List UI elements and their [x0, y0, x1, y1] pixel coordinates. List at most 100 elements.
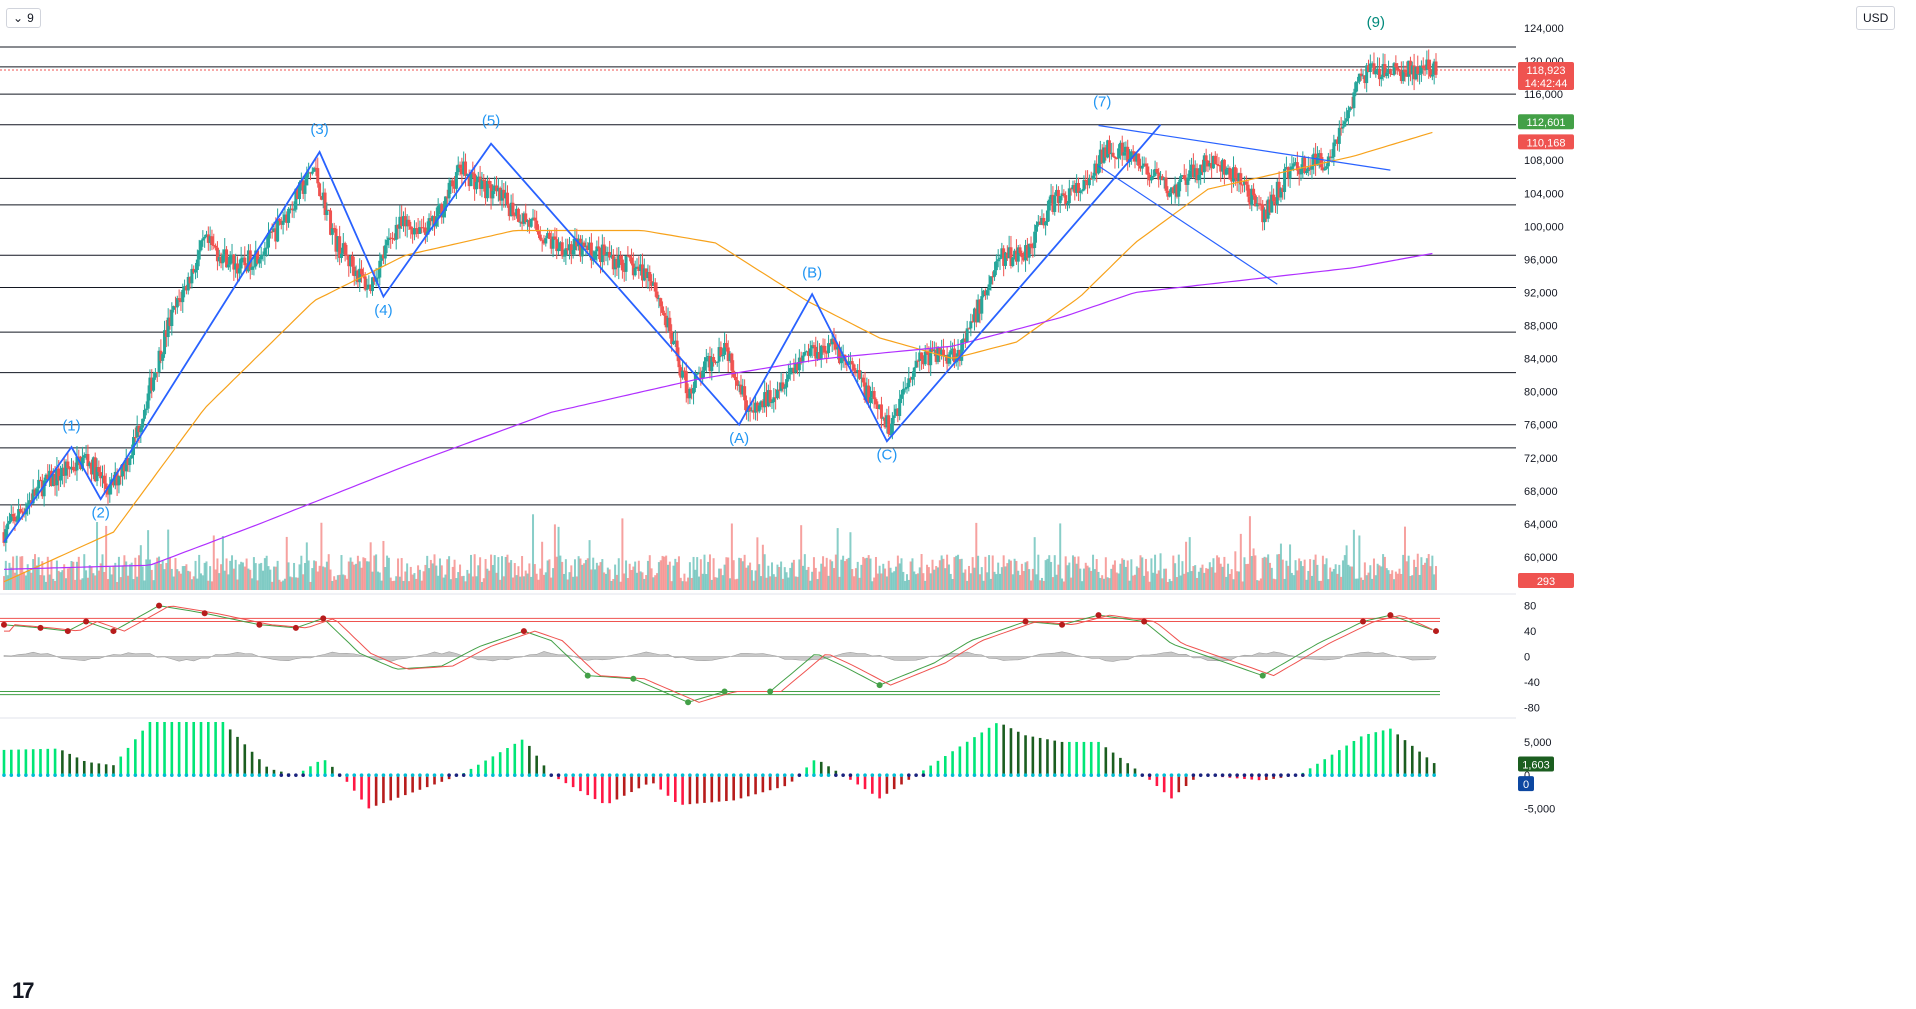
- price-tick-label: 88,000: [1524, 321, 1558, 333]
- candle-body: [786, 374, 790, 380]
- interval-selector[interactable]: ⌄ 9: [6, 8, 41, 28]
- candle-body: [387, 237, 391, 240]
- candle-body: [664, 315, 668, 328]
- candle-body: [64, 461, 68, 476]
- volume-bar: [765, 577, 768, 590]
- price-badge: [1518, 134, 1574, 150]
- volume-bar: [1051, 577, 1054, 590]
- volume-bar: [1320, 580, 1323, 590]
- macd-zero-dot: [250, 773, 254, 777]
- volume-bar: [484, 559, 487, 590]
- volume-bar: [1267, 554, 1270, 590]
- candle-body: [1157, 172, 1161, 180]
- candle-body: [812, 345, 816, 347]
- macd-zero-dot: [53, 773, 57, 777]
- price-tick-label: 64,000: [1524, 519, 1558, 531]
- volume-bar: [1024, 562, 1027, 590]
- volume-bar: [23, 571, 26, 590]
- volume-bar: [12, 556, 15, 590]
- stochastic-panel[interactable]: [0, 593, 1516, 706]
- macd-zero-dot: [323, 773, 327, 777]
- volume-bar: [139, 545, 142, 590]
- volume-bar: [977, 555, 980, 590]
- candle-body: [493, 185, 497, 191]
- volume-bar: [43, 575, 46, 590]
- volume-bar: [366, 561, 369, 590]
- price-panel[interactable]: (1)(2)(3)(4)(5)(A)(B)(C)(7)(9): [0, 14, 1516, 590]
- volume-bar: [597, 565, 600, 590]
- volume-bar: [1205, 568, 1208, 590]
- volume-bar: [743, 554, 746, 590]
- tradingview-logo[interactable]: 17: [12, 978, 35, 1004]
- candle-body: [1005, 252, 1009, 259]
- macd-histogram-bar: [221, 722, 225, 776]
- volume-bar: [1329, 567, 1332, 590]
- macd-histogram-bar: [790, 775, 794, 782]
- volume-bar: [1290, 572, 1293, 590]
- macd-zero-dot: [739, 773, 743, 777]
- volume-bar: [1026, 561, 1029, 590]
- volume-bar: [668, 561, 671, 590]
- macd-histogram-bar: [243, 744, 247, 776]
- volume-bar: [1312, 559, 1315, 590]
- volume-bar: [568, 572, 571, 590]
- candle-body: [175, 298, 179, 308]
- volume-bar: [274, 566, 277, 590]
- candle-body: [321, 192, 325, 200]
- volume-bar: [508, 562, 511, 590]
- volume-bar: [462, 575, 465, 590]
- macd-histogram-bar: [871, 775, 874, 794]
- candle-body: [686, 393, 690, 399]
- macd-zero-dot: [870, 773, 875, 777]
- candle-body: [181, 290, 185, 303]
- volume-bar: [1380, 566, 1383, 590]
- candle-body: [445, 196, 449, 199]
- candle-body: [1394, 63, 1398, 68]
- candle-body: [894, 408, 898, 416]
- macd-zero-dot: [345, 773, 349, 777]
- candle-body: [122, 463, 126, 472]
- macd-zero-dot: [644, 773, 648, 777]
- candle-body: [420, 227, 424, 229]
- stochastic-cross-dot: [876, 682, 883, 689]
- candle-body: [325, 209, 329, 215]
- price-axis[interactable]: 124,000120,000116,000108,000104,000100,0…: [1518, 23, 1574, 815]
- candle-body: [292, 209, 296, 211]
- currency-selector[interactable]: USD: [1856, 6, 1896, 30]
- volume-bar: [780, 561, 783, 590]
- candle-body: [42, 480, 46, 497]
- candle-body: [237, 268, 241, 274]
- volume-bar: [77, 556, 80, 590]
- volume-bar: [501, 556, 504, 590]
- volume-bar: [1068, 562, 1071, 590]
- volume-bar: [265, 555, 268, 590]
- macd-zero-dot: [556, 773, 561, 777]
- volume-bar: [785, 572, 788, 590]
- volume-bar: [708, 554, 711, 590]
- candle-body: [925, 351, 929, 354]
- candle-body: [907, 378, 911, 388]
- macd-histogram-bar: [929, 765, 932, 776]
- volume-bar: [1435, 566, 1437, 590]
- macd-histogram-bar: [1250, 775, 1254, 780]
- volume-bar: [1190, 571, 1193, 590]
- candle-body: [755, 402, 759, 412]
- candle-body: [155, 372, 159, 374]
- volume-bar: [601, 559, 604, 590]
- volume-bar: [254, 563, 257, 590]
- candle-body: [230, 254, 234, 256]
- macd-zero-dot: [1257, 773, 1261, 777]
- candle-body: [476, 176, 480, 183]
- volume-bar: [1294, 560, 1297, 590]
- candle-body: [489, 184, 493, 199]
- candle-body: [141, 418, 145, 428]
- volume-bar: [1214, 572, 1217, 590]
- candle-body: [1164, 177, 1168, 191]
- candle-body: [1093, 163, 1097, 176]
- candle-body: [1195, 168, 1199, 181]
- volume-bar: [322, 566, 325, 590]
- volume-bar: [876, 573, 879, 590]
- macd-panel[interactable]: [0, 717, 1516, 809]
- candle-body: [480, 179, 484, 189]
